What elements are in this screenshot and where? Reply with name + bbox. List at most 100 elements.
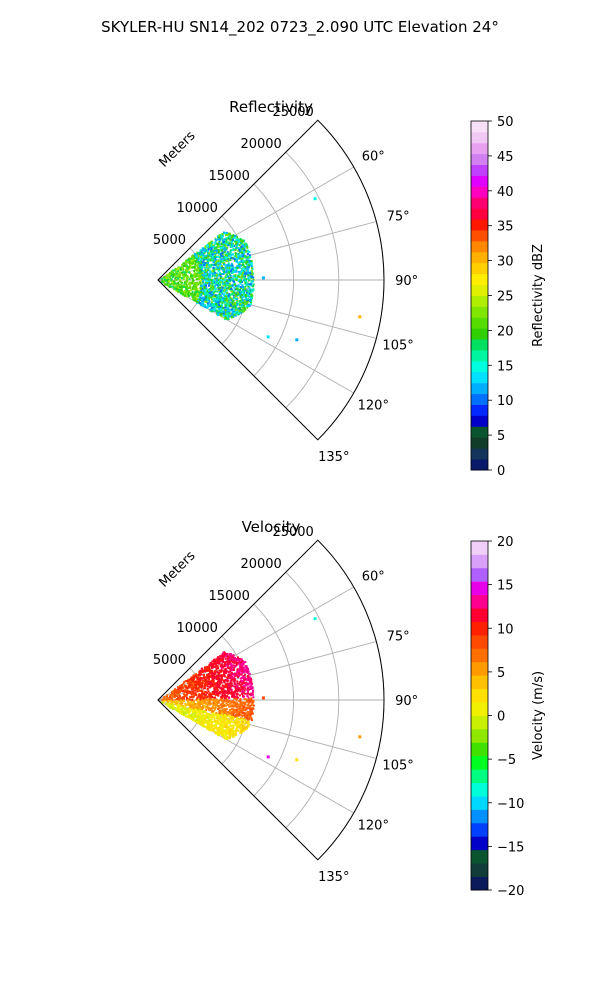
echo-pixel: [238, 272, 241, 275]
echo-pixel: [221, 699, 224, 702]
echo-pixel: [248, 287, 251, 290]
echo-pixel: [200, 256, 202, 258]
echo-pixel: [170, 700, 173, 702]
echo-pixel: [174, 707, 177, 710]
echo-pixel: [226, 243, 229, 246]
echo-pixel: [252, 707, 255, 710]
echo-pixel: [231, 656, 234, 659]
echo-pixel: [248, 700, 251, 703]
echo-pixel: [170, 701, 173, 704]
echo-pixel: [216, 701, 219, 704]
echo-pixel: [219, 305, 222, 307]
echo-pixel: [225, 306, 228, 309]
radial-tick-label: 20000: [240, 557, 281, 572]
echo-pixel: [179, 289, 182, 292]
echo-pixel: [220, 695, 223, 698]
echo-pixel: [197, 686, 200, 689]
echo-pixel: [219, 670, 222, 673]
echo-pixel: [206, 699, 209, 702]
echo-pixel: [247, 266, 250, 269]
echo-pixel: [240, 686, 243, 688]
echo-pixel: [220, 706, 223, 709]
echo-pixel: [200, 291, 203, 294]
echo-pixel: [171, 280, 174, 283]
echo-pixel: [214, 257, 217, 260]
echo-pixel: [205, 261, 208, 264]
echo-pixel: [223, 699, 226, 702]
echo-pixel: [188, 681, 191, 683]
echo-pixel: [228, 235, 231, 238]
echo-pixel: [209, 253, 212, 256]
echo-pixel: [176, 704, 179, 707]
echo-pixel: [250, 683, 253, 686]
echo-pixel: [200, 667, 203, 670]
echo-pixel: [236, 682, 239, 685]
echo-pixel: [244, 278, 246, 281]
echo-pixel: [191, 698, 194, 701]
echo-pixel: [231, 313, 234, 316]
echo-pixel: [224, 672, 227, 674]
echo-pixel: [230, 245, 233, 248]
echo-pixel: [225, 712, 228, 715]
echo-pixel: [231, 238, 233, 241]
echo-pixel: [185, 275, 188, 278]
echo-pixel: [237, 284, 240, 287]
echo-pixel: [195, 698, 198, 700]
echo-pixel: [175, 278, 178, 281]
echo-pixel: [198, 277, 201, 280]
echo-pixel: [201, 284, 204, 287]
echo-pixel: [176, 268, 179, 271]
colorbar-segment: [471, 755, 488, 770]
echo-pixel: [205, 693, 208, 696]
echo-pixel: [198, 684, 201, 687]
echo-pixel: [241, 680, 244, 683]
echo-pixel: [229, 249, 232, 252]
echo-pixel: [196, 282, 199, 285]
echo-pixel: [218, 683, 221, 686]
echo-pixel: [165, 277, 168, 280]
echo-pixel: [209, 284, 212, 287]
echo-pixel: [238, 723, 241, 726]
echo-pixel: [223, 711, 226, 714]
echo-pixel: [237, 311, 240, 314]
echo-pixel: [248, 706, 251, 708]
echo-pixel: [246, 711, 249, 714]
echo-pixel: [217, 279, 220, 282]
echo-pixel: [198, 262, 201, 265]
echo-pixel: [239, 664, 242, 667]
echo-pixel: [209, 662, 212, 665]
echo-pixel: [228, 677, 231, 680]
echo-pixel: [179, 279, 182, 282]
echo-pixel: [246, 690, 249, 693]
echo-pixel: [229, 243, 232, 246]
echo-pixel: [188, 684, 191, 687]
echo-pixel: [209, 725, 212, 728]
echo-pixel: [241, 251, 243, 254]
echo-pixel: [230, 700, 232, 703]
echo-pixel: [212, 675, 215, 678]
echo-pixel: [247, 703, 250, 706]
echo-pixel: [223, 731, 226, 734]
echo-pixel: [230, 679, 233, 682]
echo-pixel: [223, 689, 226, 692]
echo-pixel: [236, 717, 239, 720]
echo-pixel: [202, 253, 204, 256]
echo-pixel: [240, 662, 243, 665]
echo-pixel: [210, 248, 213, 251]
echo-pixel: [214, 247, 217, 250]
echo-pixel: [215, 685, 218, 687]
echo-pixel: [215, 698, 218, 701]
colorbar-tick-label: 15: [497, 359, 514, 374]
echo-pixel: [199, 294, 202, 297]
echo-pixel: [217, 312, 220, 314]
echo-pixel: [242, 712, 244, 714]
echo-pixel: [220, 654, 223, 657]
echo-pixel: [195, 291, 198, 294]
echo-pixel: [201, 689, 204, 692]
colorbar-segment: [471, 715, 488, 730]
echo-pixel: [238, 721, 240, 724]
echo-pixel: [234, 297, 236, 300]
echo-pixel: [218, 291, 221, 293]
echo-pixel: [223, 718, 226, 721]
echo-pixel: [230, 676, 233, 679]
